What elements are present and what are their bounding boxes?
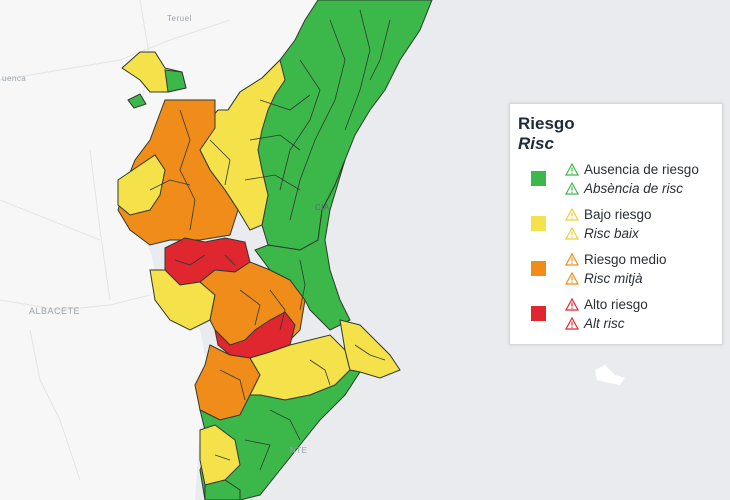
legend-swatch: [531, 216, 546, 231]
legend-subtitle: Risc: [518, 134, 554, 153]
municipality-borders: [149, 9, 391, 471]
region-green-tip: [204, 479, 241, 500]
legend-swatch: [531, 261, 546, 276]
legend-item-high: Alto riesgo Alt risc: [518, 295, 714, 340]
region-green-coast: [254, 159, 351, 331]
warning-icon: [565, 317, 579, 330]
map-legend: Riesgo Risc Ausencia de riesgo Absència …: [509, 103, 723, 345]
warning-icon: [565, 298, 579, 311]
region-yellow-southcoast: [339, 319, 401, 379]
region-yellow-southtip: [199, 424, 241, 486]
legend-label-va: Absència de risc: [584, 181, 684, 196]
label-cuenca: uenca: [2, 74, 27, 83]
region-enclave-green: [164, 69, 187, 93]
warning-icon: [565, 227, 579, 240]
legend-item-low: Bajo riesgo Risc baix: [518, 205, 714, 250]
legend-label-va: Risc mitjà: [584, 271, 643, 286]
legend-title: Riesgo: [518, 114, 575, 133]
legend-item-medium: Riesgo medio Risc mitjà: [518, 250, 714, 295]
warning-icon: [565, 272, 579, 285]
inland-area: [0, 0, 318, 500]
island-shape: [595, 365, 625, 385]
legend-label-es: Ausencia de riesgo: [584, 162, 699, 177]
legend-label-es: Alto riesgo: [584, 297, 648, 312]
legend-swatch: [531, 306, 546, 321]
region-green-south: [199, 369, 361, 500]
legend-label-es: Bajo riesgo: [584, 207, 652, 222]
warning-icon: [565, 163, 579, 176]
label-teruel: Teruel: [167, 14, 192, 23]
region-yellow-north: [199, 59, 286, 231]
label-albacete: ALBACETE: [29, 306, 81, 316]
legend-label-va: Alt risc: [584, 316, 625, 331]
warning-icon: [565, 208, 579, 221]
warning-icon: [565, 182, 579, 195]
label-alicante: NTE: [290, 446, 308, 455]
region-enclave-green-2: [127, 93, 147, 109]
risk-regions: [117, 0, 433, 500]
label-valencia: CIA: [315, 203, 330, 212]
legend-swatch: [531, 171, 546, 186]
legend-label-va: Risc baix: [584, 226, 639, 241]
legend-item-absence: Ausencia de riesgo Absència de risc: [518, 160, 714, 205]
region-yellow-west: [117, 154, 166, 216]
warning-icon: [565, 253, 579, 266]
inland-roads: [0, 0, 231, 481]
legend-label-es: Riesgo medio: [584, 252, 667, 267]
